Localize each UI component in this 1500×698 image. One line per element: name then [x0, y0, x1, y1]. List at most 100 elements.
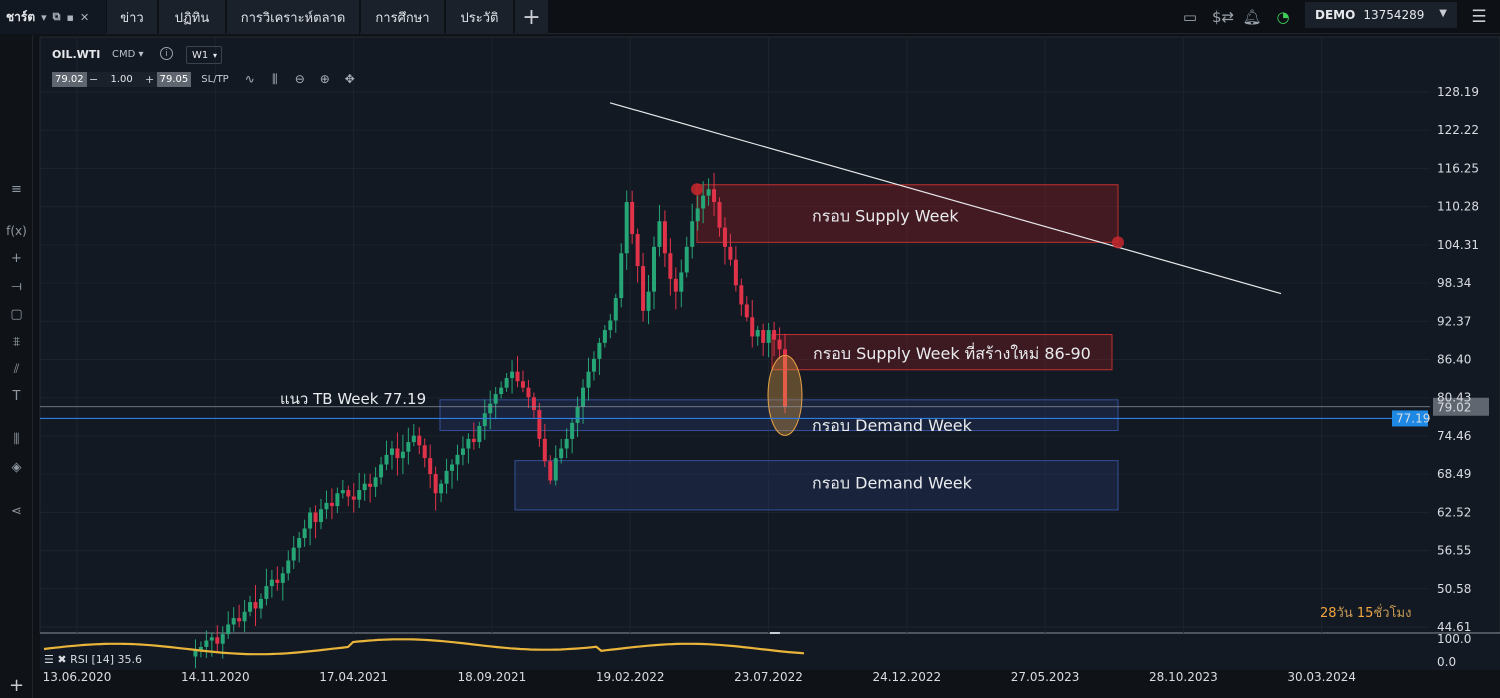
candle-body [564, 438, 569, 449]
candle-type-icon[interactable]: ⫼ [271, 71, 278, 86]
buy-price-button[interactable]: 79.05 [156, 71, 192, 87]
candle-body [706, 189, 711, 196]
candle-body [755, 330, 760, 337]
timeframe-selector[interactable]: W1 ▾ [186, 46, 222, 64]
candle-body [712, 189, 717, 203]
line-chart-icon[interactable]: ∿ [244, 72, 255, 86]
chevron-down-icon: ▼ [1439, 8, 1447, 19]
tab-education[interactable]: การศึกษา [361, 0, 445, 34]
countdown-days: 28 [1320, 606, 1337, 621]
y-tick-label: 56.55 [1437, 544, 1471, 558]
candle-body [722, 227, 727, 247]
tab-news[interactable]: ข่าว [107, 0, 158, 34]
candle-body [482, 413, 487, 427]
caret-down-icon[interactable]: ▾ [41, 10, 47, 24]
quantity-decrease-button[interactable]: − [86, 71, 101, 87]
tb-line-marker [1392, 410, 1428, 427]
quantity-field[interactable]: 1.00 [100, 71, 143, 87]
zoom-in-icon[interactable]: ⊕ [319, 72, 330, 86]
candle-body [548, 461, 553, 481]
candle-body [477, 426, 482, 443]
candle-body [488, 403, 493, 414]
tab-charts-label: ชาร์ต [6, 9, 36, 24]
x-axis: 13.06.2020 14.11.2020 17.04.2021 18.09.2021… [43, 670, 1356, 684]
candle-body [286, 560, 291, 574]
function-icon[interactable]: f(x) [6, 224, 27, 238]
candle-body [684, 246, 689, 273]
candle-body [504, 378, 509, 388]
candle-body [297, 538, 302, 548]
tab-history[interactable]: ประวัติ [446, 0, 514, 34]
candle-body [635, 234, 640, 267]
move-icon[interactable]: ✥ [344, 72, 355, 86]
add-button[interactable]: + [8, 674, 25, 696]
supply-anchor [691, 183, 703, 196]
y-tick-label: 128.19 [1437, 85, 1479, 99]
add-tab-button[interactable]: + [515, 0, 548, 34]
rsi-label[interactable]: ☰ ✖ RSI [14] 35.6 [44, 653, 143, 666]
y-tick-label: 92.37 [1437, 314, 1471, 328]
tab-calendar[interactable]: ปฏิทิน [159, 0, 226, 34]
chart-grid [39, 36, 1500, 670]
close-icon[interactable]: ✕ [79, 10, 90, 24]
x-tick-label: 24.12.2022 [872, 670, 941, 684]
category-label: CMD [112, 49, 136, 60]
y-tick-label: 74.46 [1437, 429, 1471, 443]
current-price-label: 79.02 [1437, 401, 1471, 415]
account-type: DEMO [1315, 8, 1356, 22]
x-tick-label: 14.11.2020 [181, 670, 250, 684]
candle-body [493, 394, 498, 404]
top-bar: ชาร์ต ▾ ⧉ ▪ ✕ ข่าว ปฏิทิน การวิเคราะห์ตล… [0, 0, 1500, 34]
account-number: 13754289 [1363, 8, 1425, 22]
quantity-increase-button[interactable]: + [142, 71, 157, 87]
tab-market-analysis[interactable]: การวิเคราะห์ตลาด [227, 0, 360, 34]
layers-icon[interactable]: ◈ [11, 459, 22, 475]
fibonacci-icon[interactable]: ⩨ [12, 334, 21, 350]
layout-panel-icon[interactable]: ▭ [1182, 8, 1198, 26]
tab-charts[interactable]: ชาร์ต ▾ ⧉ ▪ ✕ [0, 0, 106, 34]
x-tick-label: 18.09.2021 [458, 670, 527, 684]
share-icon[interactable]: ⋖ [11, 503, 22, 519]
category-selector[interactable]: CMD ▾ [112, 49, 144, 60]
sltp-button[interactable]: SL/TP [201, 73, 229, 85]
indicators-icon[interactable]: ⫼ [13, 431, 20, 447]
wifi-icon: ◔ [1276, 8, 1290, 26]
supply-week-new-label: กรอบ Supply Week ที่สร้างใหม่ 86-90 [813, 342, 1091, 363]
sell-price-button[interactable]: 79.02 [52, 71, 87, 87]
candle-body [624, 202, 629, 254]
candle-body [253, 602, 258, 609]
countdown-hours-unit: ชั่วโมง [1373, 606, 1412, 621]
list-icon[interactable]: ≡ [11, 181, 22, 197]
crosshair-icon[interactable]: + [11, 250, 22, 266]
bell-icon[interactable]: 🔔︎ [1242, 8, 1262, 26]
zoom-out-icon[interactable]: ⊖ [294, 72, 305, 86]
hamburger-menu-icon[interactable]: ☰ [1471, 7, 1487, 27]
horizontal-line-icon[interactable]: ⟞ [11, 278, 22, 294]
rsi-upper-label: 100.0 [1437, 632, 1472, 646]
candle-body [619, 253, 624, 299]
detach-icon[interactable]: ⧉ [52, 10, 61, 23]
rectangle-icon[interactable]: ▢ [10, 306, 23, 322]
info-icon[interactable]: i [160, 47, 173, 60]
candle-body [362, 483, 367, 491]
y-tick-label: 104.31 [1437, 238, 1479, 252]
layout-icon[interactable]: ▪ [66, 10, 74, 24]
x-tick-label: 28.10.2023 [1149, 670, 1218, 684]
candle-body [657, 221, 662, 247]
account-selector[interactable]: DEMO 13754289 ▼ [1305, 2, 1457, 28]
candle-body [744, 304, 749, 318]
rsi-line [43, 638, 805, 656]
candle-body [264, 586, 269, 599]
tab-news-label: ข่าว [120, 10, 144, 26]
candle-body [570, 422, 575, 439]
dollar-exchange-icon[interactable]: $⇄ [1211, 8, 1235, 26]
trend-lines-icon[interactable]: ⫽ [13, 361, 20, 377]
y-axis: 128.19 122.22 116.25 110.28 104.31 98.34 92.37… [1437, 85, 1479, 634]
symbol-label[interactable]: OIL.WTI [52, 48, 101, 61]
candle-body [581, 387, 586, 407]
candle-body [340, 490, 345, 494]
candle-body [237, 618, 242, 622]
candle-body [761, 330, 766, 343]
text-icon[interactable]: T [12, 388, 21, 404]
